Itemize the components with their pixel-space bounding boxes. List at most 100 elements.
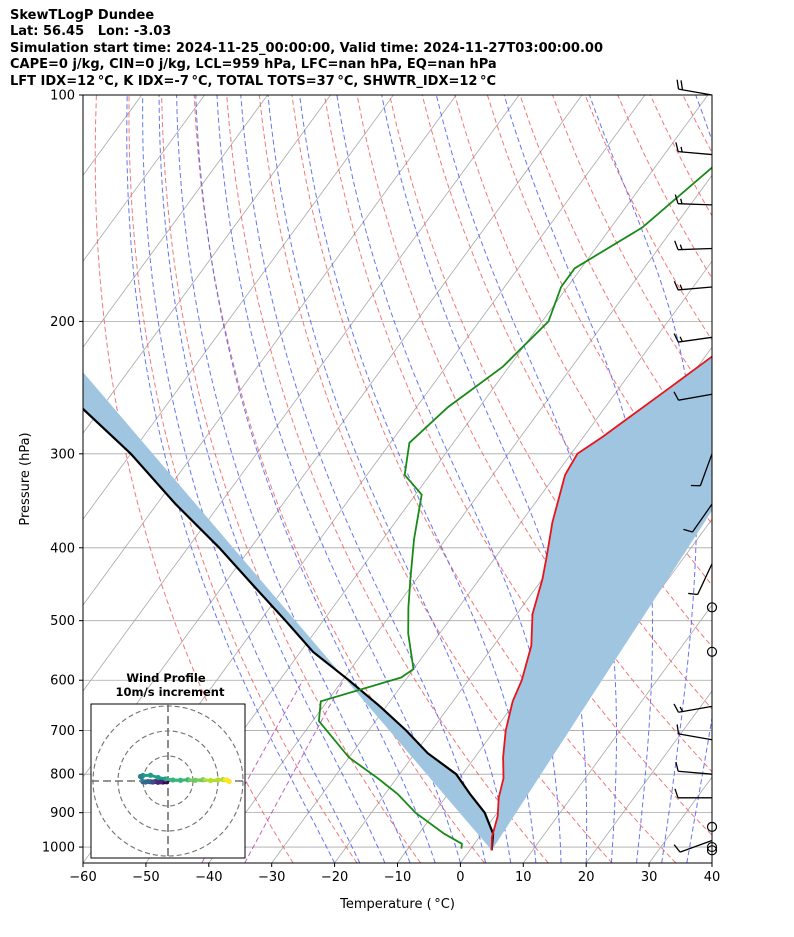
- isotherm-line: [0, 95, 79, 863]
- isotherm-line: [0, 95, 16, 863]
- isotherm-line: [83, 95, 268, 348]
- isotherm-line: [83, 95, 457, 606]
- x-tick-label: 30: [641, 870, 658, 885]
- wind-barb: [676, 724, 713, 741]
- x-tick-label: 0: [456, 870, 464, 885]
- cape-fill: [83, 356, 712, 851]
- moist-adiabat-line: [240, 95, 487, 863]
- wind-barb: [706, 602, 718, 613]
- wind-barb: [688, 563, 713, 596]
- moist-adiabat-line: [336, 95, 562, 863]
- wind-barb: [673, 280, 713, 291]
- wind-barb: [674, 788, 712, 799]
- moist-adiabat-line: [158, 95, 386, 863]
- y-tick-label: 200: [50, 315, 75, 330]
- dry-adiabat-line: [161, 95, 422, 863]
- isotherm-line: [83, 95, 394, 520]
- hodograph-segment: [157, 780, 161, 784]
- hodograph-segment: [145, 780, 149, 784]
- x-tick-label: −50: [132, 870, 159, 885]
- wind-barb: [674, 194, 713, 206]
- isotherm-line: [83, 95, 331, 434]
- dry-adiabat-line: [421, 95, 712, 648]
- moist-adiabat-line: [195, 95, 436, 863]
- mixing-ratio-line: [244, 679, 345, 863]
- moist-adiabat-line: [216, 95, 461, 863]
- x-tick-label: −30: [258, 870, 285, 885]
- profile-traces: [83, 166, 712, 851]
- y-tick-label: 1000: [42, 841, 75, 856]
- wind-barb: [706, 841, 718, 853]
- y-tick-label: 500: [50, 614, 75, 629]
- dry-adiabat-line: [748, 95, 794, 863]
- wind-barb: [706, 646, 718, 657]
- wind-barb: [673, 391, 713, 401]
- x-tick-label: −40: [195, 870, 222, 885]
- hodograph-segment: [157, 776, 166, 781]
- hodograph-segment: [210, 778, 219, 782]
- dry-adiabat-line: [781, 95, 794, 863]
- moist-adiabat-line: [126, 95, 336, 863]
- moist-adiabat-line: [299, 95, 537, 863]
- y-tick-label: 900: [50, 806, 75, 821]
- y-tick-label: 800: [50, 768, 75, 783]
- wind-barb: [706, 821, 718, 832]
- hodograph-segment: [150, 773, 159, 779]
- dewpoint-trace: [317, 166, 712, 849]
- hodograph-segment: [225, 778, 231, 783]
- dry-adiabat-line: [454, 95, 712, 586]
- y-tick-label: 400: [50, 541, 75, 556]
- isotherm-line: [83, 95, 205, 262]
- moist-adiabat-line: [142, 95, 361, 863]
- moist-adiabat-line: [711, 860, 712, 863]
- hodograph-segment: [195, 778, 204, 782]
- dry-adiabat-line: [356, 95, 712, 773]
- y-tick-label: 100: [50, 89, 75, 104]
- moist-adiabat-line: [176, 95, 411, 863]
- chart-header: SkewTLogP Dundee Lat: 56.45 Lon: -3.03 Sim…: [10, 8, 603, 90]
- hodograph-segment: [165, 777, 174, 782]
- wind-barb: [683, 503, 713, 533]
- wind-barb: [706, 845, 718, 856]
- wind-barb: [675, 761, 713, 775]
- header-times: Simulation start time: 2024-11-25_00:00:…: [10, 40, 603, 56]
- dry-adiabat-line: [193, 95, 485, 863]
- wind-barbs: [673, 79, 718, 856]
- wind-barb: [673, 839, 713, 853]
- y-axis-label: Pressure (hPa): [18, 432, 33, 525]
- x-tick-label: −20: [321, 870, 348, 885]
- y-tick-label: 600: [50, 674, 75, 689]
- wind-barb: [675, 142, 713, 156]
- moist-adiabat-line: [435, 95, 617, 863]
- wind-barb: [690, 453, 713, 487]
- dry-adiabat-line: [291, 95, 677, 863]
- x-tick-label: −60: [69, 870, 96, 885]
- x-tick-label: 10: [515, 870, 532, 885]
- hodograph-segment: [187, 778, 196, 782]
- cape-shading: [83, 356, 712, 851]
- hodograph-segment: [139, 774, 144, 778]
- wind-barb: [676, 79, 713, 96]
- dry-adiabat-line: [715, 95, 794, 863]
- hodograph-title: Wind Profile: [126, 671, 206, 685]
- isotherm-line: [585, 690, 712, 863]
- x-axis-label: Temperature ( °C): [339, 897, 455, 912]
- x-tick-label: −10: [384, 870, 411, 885]
- moist-adiabat-line: [737, 95, 794, 863]
- hodograph-segment: [152, 780, 156, 784]
- hodograph-segment: [162, 780, 166, 784]
- isotherm-line: [271, 260, 712, 863]
- x-tick-label: 20: [578, 870, 595, 885]
- hodograph-segment: [222, 778, 227, 782]
- diagram-gridlines: [0, 95, 794, 863]
- header-title: SkewTLogP Dundee: [10, 8, 155, 23]
- y-tick-label: 300: [50, 447, 75, 462]
- dry-adiabat-line: [389, 95, 712, 710]
- x-tick-label: 40: [704, 870, 721, 885]
- isotherm-line: [711, 862, 712, 863]
- header-indices-cape: CAPE=0 j/kg, CIN=0 j/kg, LCL=959 hPa, LF…: [10, 57, 497, 73]
- hodograph-segment: [180, 778, 189, 782]
- header-indices-stability: LFT IDX=12 °C, K IDX=-7 °C, TOTAL TOTS=3…: [10, 73, 497, 89]
